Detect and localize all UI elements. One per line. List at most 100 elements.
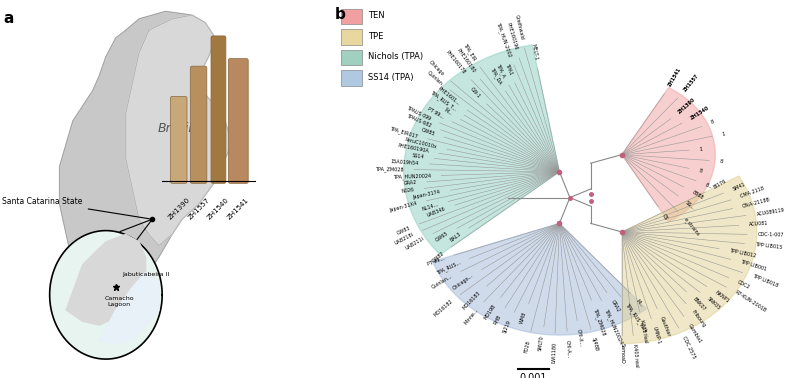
Text: 1: 1 [699,147,703,152]
Text: 15A019h54: 15A019h54 [391,159,419,166]
Text: UAB218i: UAB218i [393,232,414,246]
Text: R7-KUN-2001B: R7-KUN-2001B [734,290,767,313]
Text: CW-1: CW-1 [469,86,481,99]
Text: CHI-A...: CHI-A... [565,340,571,358]
Text: N026: N026 [400,187,414,194]
Text: M...: M... [443,108,453,117]
Polygon shape [50,231,162,359]
Bar [341,50,362,65]
Text: UAB211i: UAB211i [405,236,426,251]
Text: PHE160196: PHE160196 [506,22,519,51]
Text: Japan-31X4: Japan-31X4 [388,200,417,212]
Polygon shape [126,15,232,246]
Text: CS: CS [661,213,669,221]
Text: ZH1541: ZH1541 [226,197,251,220]
Text: GRA2: GRA2 [610,299,621,313]
Text: CfkA-2118B: CfkA-2118B [742,197,771,209]
Text: TPA_EIR: TPA_EIR [462,42,477,61]
Text: PT 99...: PT 99... [426,107,444,119]
Text: Japan-3174: Japan-3174 [412,189,440,200]
Text: a: a [3,11,13,26]
Text: ZH1540: ZH1540 [690,105,710,121]
Bar [341,29,362,45]
Text: LWI1180: LWI1180 [552,341,557,363]
Text: TPAUS 682: TPAUS 682 [406,114,432,129]
Text: BI176: BI176 [712,179,727,190]
Text: TPA_EIR017: TPA_EIR017 [389,125,418,139]
Text: FD28: FD28 [523,339,531,353]
Text: SNK05: SNK05 [706,296,721,311]
FancyBboxPatch shape [229,59,248,183]
Text: SJ219: SJ219 [503,319,512,334]
Text: SS14: SS14 [411,153,425,160]
Text: BAL3: BAL3 [448,231,462,243]
Text: MELT-1: MELT-1 [530,43,538,61]
Text: ZH1557: ZH1557 [187,197,210,220]
Text: MO16182: MO16182 [433,298,454,318]
Text: 8: 8 [719,159,723,164]
Text: 8888: 8888 [691,189,704,200]
Text: ZH1540: ZH1540 [206,197,230,220]
Text: Gambia1: Gambia1 [687,323,703,344]
Text: PHE160178: PHE160178 [445,49,466,74]
Text: TPP LIB018: TPP LIB018 [751,274,779,288]
Text: CW83: CW83 [396,225,411,235]
Text: 8: 8 [711,119,716,125]
Text: K403 real: K403 real [632,344,639,368]
Text: RHB: RHB [493,314,503,326]
Text: ZH1541: ZH1541 [667,67,682,87]
Polygon shape [403,45,559,255]
Text: e_strains: e_strains [682,216,701,237]
Polygon shape [433,223,646,335]
Text: TPA_A: TPA_A [496,63,507,79]
Text: PeruC10010x: PeruC10010x [404,137,437,150]
Text: Jabuticabeira II: Jabuticabeira II [122,272,169,277]
Polygon shape [99,272,159,344]
Text: 8...: 8... [704,182,714,189]
Text: CHI-X...: CHI-X... [576,328,584,347]
Text: NL14...: NL14... [421,202,439,212]
Text: ACU089119: ACU089119 [756,207,785,217]
Text: TPA_HUN-2002: TPA_HUN-2002 [496,21,513,58]
Text: 1: 1 [722,131,726,136]
Text: Quinlan: Quinlan [426,70,444,86]
Text: 8: 8 [699,168,703,174]
Text: UAB346: UAB346 [426,206,446,218]
Text: Nichols (TPA): Nichols (TPA) [368,52,423,61]
Text: SJ48B: SJ48B [591,337,599,352]
Text: b: b [335,7,346,22]
Text: TPA_ZM028: TPA_ZM028 [375,166,403,172]
Text: TPP LIB015: TPP LIB015 [754,242,782,250]
FancyBboxPatch shape [211,36,226,183]
Text: Santa Catarina State: Santa Catarina State [2,197,150,219]
Text: Chicago: Chicago [428,59,445,77]
Bar [341,9,362,24]
Text: ZH1390: ZH1390 [166,197,191,221]
Text: GRA2: GRA2 [403,180,417,186]
Text: LMNP-1: LMNP-1 [652,326,661,345]
Text: NKNP1: NKNP1 [714,290,730,304]
Text: TPA1: TPA1 [504,63,513,76]
Text: SMLT0: SMLT0 [538,335,545,351]
Text: CW82: CW82 [431,250,445,263]
Text: Fribourg: Fribourg [690,309,706,328]
FancyBboxPatch shape [170,96,187,183]
Text: CMA 2118: CMA 2118 [740,186,765,199]
Text: MD19B: MD19B [483,303,497,321]
Text: PT 99...: PT 99... [426,256,445,266]
Text: CDC-1-007: CDC-1-007 [757,232,784,238]
Polygon shape [622,176,756,344]
Text: TEN: TEN [368,11,385,20]
Text: MO16183: MO16183 [462,291,481,311]
Text: BNK07: BNK07 [692,297,706,312]
Text: Camacho
Lagoon: Camacho Lagoon [104,296,134,307]
Text: Minne...: Minne... [463,307,479,325]
Bar [341,70,362,86]
Text: TPP LIB001: TPP LIB001 [740,259,768,272]
Text: ZH1557: ZH1557 [682,73,700,93]
Text: K303 real: K303 real [639,319,648,343]
Text: CDC 2575: CDC 2575 [681,335,697,359]
Text: SM41: SM41 [732,181,746,192]
Text: TPA_RUS...: TPA_RUS... [436,260,461,276]
Text: SS...: SS... [685,200,696,211]
